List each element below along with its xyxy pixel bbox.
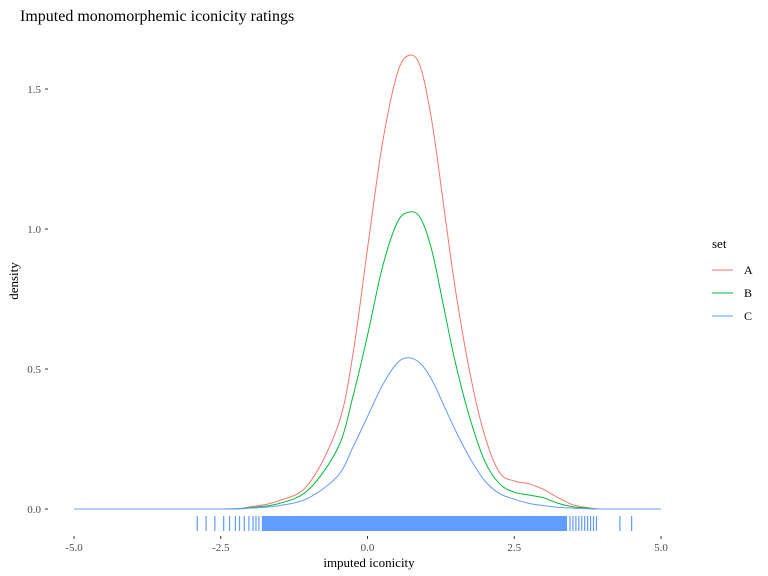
y-tick-label: 0.0: [27, 504, 41, 516]
rug-dense-block: [261, 516, 568, 531]
x-tick-label: 5.0: [654, 542, 668, 554]
x-tick-label: 0.0: [361, 542, 375, 554]
density-line-a: [73, 54, 661, 510]
chart-title: Imputed monomorphemic iconicity ratings: [20, 8, 294, 25]
x-axis-title: imputed iconicity: [323, 555, 415, 570]
x-tick-label: -2.5: [212, 542, 230, 554]
y-axis-title: density: [6, 262, 21, 300]
y-tick-label: 1.5: [27, 84, 41, 96]
legend-label-c: C: [744, 309, 752, 323]
series-lines: [73, 54, 661, 510]
x-axis: -5.0 -2.5 0.0 2.5 5.0: [65, 536, 668, 554]
y-axis: 0.0 0.5 1.0 1.5: [27, 84, 48, 516]
density-line-b: [73, 211, 661, 510]
x-tick-label: 2.5: [507, 542, 521, 554]
rug-marks: [196, 516, 633, 531]
legend: set ABC: [712, 236, 753, 323]
legend-title: set: [712, 236, 727, 251]
y-tick-label: 0.5: [27, 364, 41, 376]
density-line-c: [73, 357, 661, 510]
legend-label-b: B: [744, 286, 752, 300]
legend-label-a: A: [744, 263, 753, 277]
x-tick-label: -5.0: [65, 542, 83, 554]
y-tick-label: 1.0: [27, 224, 41, 236]
